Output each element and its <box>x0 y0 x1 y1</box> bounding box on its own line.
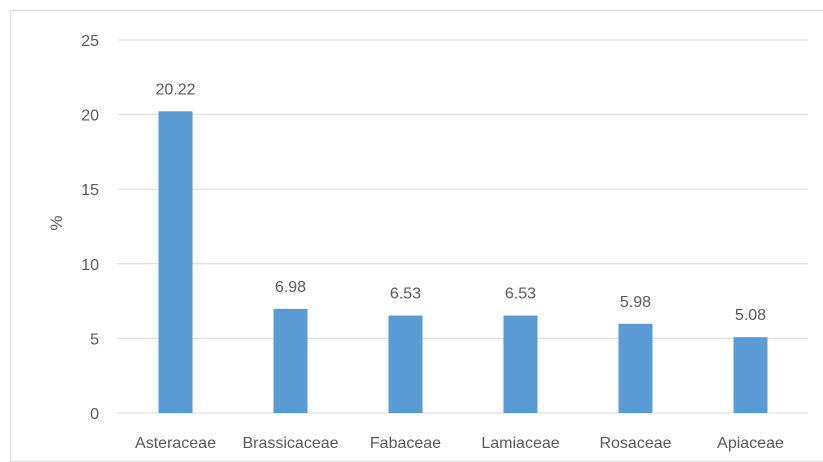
bar <box>733 337 768 413</box>
x-category-label: Lamiaceae <box>481 435 559 452</box>
gridlines <box>118 39 808 414</box>
y-axis-title: % <box>47 215 66 230</box>
y-tick-label: 15 <box>81 182 99 199</box>
data-labels: 20.22 6.98 6.53 6.53 5.98 5.08 <box>155 81 766 324</box>
bar <box>158 111 193 413</box>
bars <box>158 111 768 413</box>
y-tick-label: 25 <box>81 33 99 50</box>
y-tick-label: 20 <box>81 108 99 125</box>
y-tick-label: 10 <box>81 257 99 274</box>
y-tick-label: 0 <box>90 406 99 423</box>
data-label: 5.98 <box>620 294 651 311</box>
x-category-label: Rosaceae <box>599 435 671 452</box>
data-label: 20.22 <box>155 81 195 98</box>
data-label: 6.53 <box>390 286 421 303</box>
data-label: 6.53 <box>505 286 536 303</box>
x-category-label: Fabaceae <box>370 435 441 452</box>
bar <box>503 315 538 413</box>
y-tick-label: 5 <box>90 331 99 348</box>
x-category-label: Brassicaceae <box>242 435 338 452</box>
x-category-label: Apiaceae <box>717 435 784 452</box>
bar <box>618 323 653 413</box>
x-axis-categories: Asteraceae Brassicaceae Fabaceae Lamiaceae R… <box>135 435 784 452</box>
bar <box>388 315 423 413</box>
data-label: 5.08 <box>735 307 766 324</box>
bar <box>273 308 308 413</box>
data-label: 6.98 <box>275 279 306 296</box>
y-axis-ticks: 0 5 10 15 20 25 <box>81 33 99 423</box>
x-category-label: Asteraceae <box>135 435 216 452</box>
